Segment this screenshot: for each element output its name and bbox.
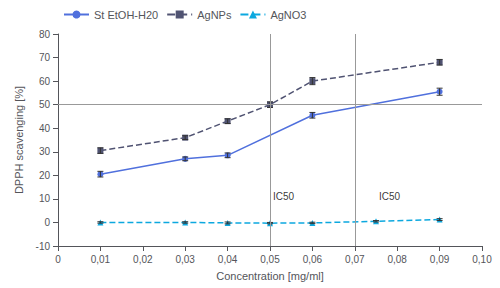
svg-text:0,10: 0,10 xyxy=(472,254,492,265)
svg-text:30: 30 xyxy=(39,146,51,157)
svg-text:0,04: 0,04 xyxy=(218,254,238,265)
svg-text:0: 0 xyxy=(44,217,50,228)
svg-text:80: 80 xyxy=(39,29,51,40)
svg-text:0,01: 0,01 xyxy=(91,254,111,265)
svg-text:20: 20 xyxy=(39,170,51,181)
svg-text:0,06: 0,06 xyxy=(303,254,323,265)
svg-text:IC50: IC50 xyxy=(379,191,401,202)
svg-text:AgNO3: AgNO3 xyxy=(270,9,306,21)
svg-text:0,05: 0,05 xyxy=(260,254,280,265)
svg-text:50: 50 xyxy=(39,99,51,110)
svg-text:Concentration [mg/ml]: Concentration [mg/ml] xyxy=(216,270,324,282)
svg-text:0,07: 0,07 xyxy=(345,254,365,265)
svg-text:70: 70 xyxy=(39,52,51,63)
svg-text:0,02: 0,02 xyxy=(133,254,153,265)
svg-text:AgNPs: AgNPs xyxy=(197,9,232,21)
svg-text:IC50: IC50 xyxy=(273,191,295,202)
svg-text:DPPH scavenging [%]: DPPH scavenging [%] xyxy=(13,86,25,194)
svg-text:10: 10 xyxy=(39,193,51,204)
svg-text:0: 0 xyxy=(55,254,61,265)
svg-text:40: 40 xyxy=(39,123,51,134)
svg-text:St EtOH-H20: St EtOH-H20 xyxy=(94,9,158,21)
svg-text:0,09: 0,09 xyxy=(430,254,450,265)
svg-text:60: 60 xyxy=(39,76,51,87)
svg-text:-10: -10 xyxy=(36,241,51,252)
svg-text:0,03: 0,03 xyxy=(175,254,195,265)
svg-text:0,08: 0,08 xyxy=(387,254,407,265)
